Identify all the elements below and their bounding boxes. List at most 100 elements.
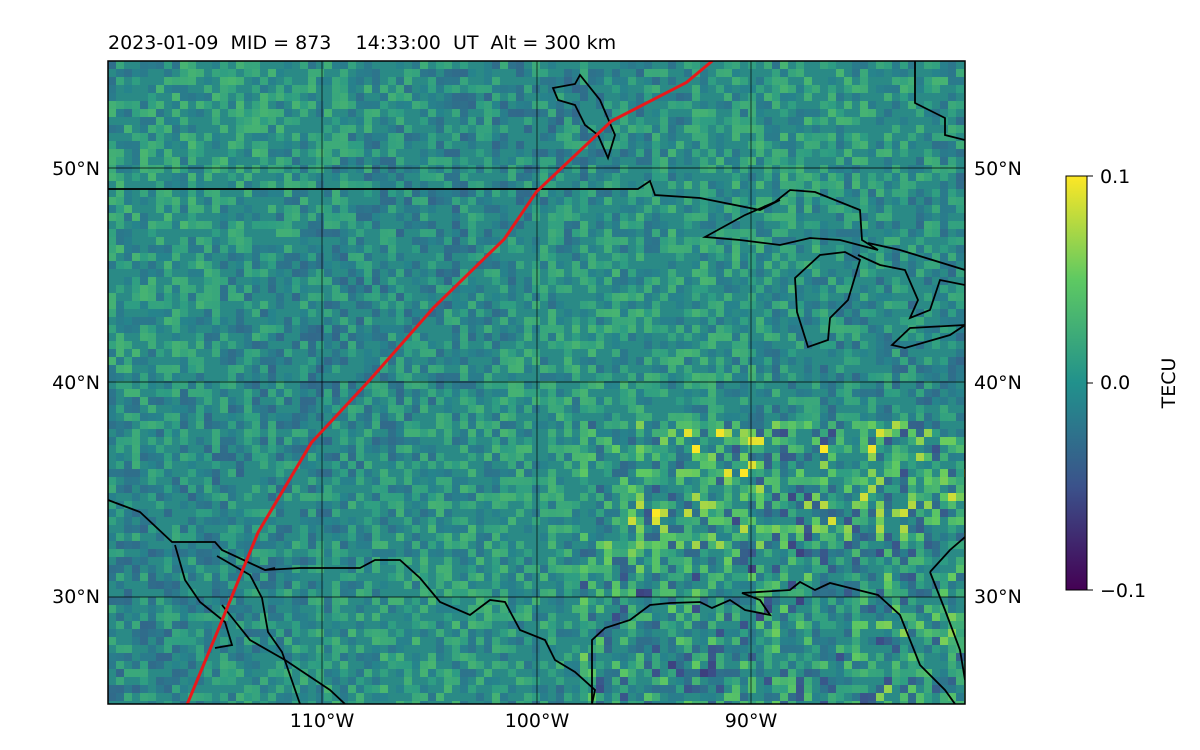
- tec-cell: [212, 141, 220, 149]
- tec-cell: [444, 165, 452, 173]
- tec-cell: [580, 573, 588, 581]
- tec-cell: [812, 301, 820, 309]
- tec-cell: [292, 485, 300, 493]
- tec-cell: [364, 213, 372, 221]
- tec-cell: [580, 93, 588, 101]
- tec-cell: [436, 149, 444, 157]
- tec-cell: [492, 573, 500, 581]
- tec-cell: [804, 269, 812, 277]
- tec-cell: [612, 125, 620, 133]
- tec-cell: [428, 109, 436, 117]
- tec-cell: [132, 437, 140, 445]
- tec-cell: [908, 389, 916, 397]
- tec-cell: [444, 461, 452, 469]
- tec-cell: [164, 213, 172, 221]
- tec-cell: [740, 397, 748, 405]
- tec-cell: [948, 189, 956, 197]
- tec-cell: [876, 605, 884, 613]
- tec-cell: [428, 77, 436, 85]
- tec-cell: [300, 301, 308, 309]
- tec-cell: [748, 581, 756, 589]
- tec-cell: [876, 389, 884, 397]
- tec-cell: [916, 565, 924, 573]
- tec-cell: [316, 517, 324, 525]
- tec-cell: [468, 85, 476, 93]
- tec-cell: [876, 509, 884, 517]
- tec-cell: [812, 413, 820, 421]
- tec-cell: [636, 541, 644, 549]
- tec-cell: [404, 189, 412, 197]
- tec-cell: [700, 597, 708, 605]
- tec-cell: [604, 461, 612, 469]
- tec-cell: [268, 165, 276, 173]
- tec-cell: [644, 357, 652, 365]
- tec-cell: [500, 181, 508, 189]
- tec-cell: [724, 213, 732, 221]
- tec-cell: [484, 605, 492, 613]
- tec-cell: [732, 173, 740, 181]
- tec-cell: [284, 221, 292, 229]
- tec-cell: [756, 565, 764, 573]
- tec-cell: [196, 453, 204, 461]
- tec-cell: [108, 517, 116, 525]
- tec-cell: [340, 261, 348, 269]
- tec-cell: [852, 437, 860, 445]
- tec-cell: [388, 93, 396, 101]
- tec-cell: [284, 613, 292, 621]
- tec-cell: [924, 557, 932, 565]
- tec-cell: [620, 61, 628, 69]
- tec-cell: [308, 381, 316, 389]
- tec-cell: [908, 565, 916, 573]
- tec-cell: [692, 453, 700, 461]
- tec-cell: [556, 261, 564, 269]
- tec-cell: [164, 141, 172, 149]
- tec-cell: [244, 357, 252, 365]
- tec-cell: [596, 237, 604, 245]
- tec-cell: [660, 501, 668, 509]
- tec-cell: [804, 597, 812, 605]
- tec-cell: [860, 261, 868, 269]
- tec-cell: [308, 405, 316, 413]
- tec-cell: [396, 453, 404, 461]
- tec-cell: [948, 445, 956, 453]
- tec-cell: [476, 261, 484, 269]
- tec-cell: [380, 413, 388, 421]
- tec-cell: [564, 373, 572, 381]
- tec-cell: [860, 229, 868, 237]
- tec-cell: [644, 445, 652, 453]
- tec-cell: [708, 381, 716, 389]
- tec-cell: [364, 221, 372, 229]
- tec-cell: [124, 469, 132, 477]
- tec-cell: [396, 381, 404, 389]
- tec-cell: [780, 133, 788, 141]
- tec-cell: [924, 445, 932, 453]
- tec-cell: [492, 397, 500, 405]
- tec-cell: [956, 221, 964, 229]
- tec-cell: [548, 85, 556, 93]
- tec-cell: [620, 189, 628, 197]
- tec-cell: [852, 557, 860, 565]
- tec-cell: [236, 133, 244, 141]
- tec-cell: [188, 549, 196, 557]
- tec-cell: [220, 61, 228, 69]
- tec-cell: [372, 165, 380, 173]
- tec-cell: [524, 381, 532, 389]
- tec-cell: [356, 613, 364, 621]
- tec-cell: [492, 565, 500, 573]
- tec-cell: [428, 285, 436, 293]
- tec-cell: [596, 453, 604, 461]
- tec-cell: [420, 117, 428, 125]
- tec-cell: [764, 517, 772, 525]
- tec-cell: [956, 269, 964, 277]
- tec-cell: [148, 373, 156, 381]
- tec-cell: [204, 93, 212, 101]
- tec-cell: [876, 533, 884, 541]
- tec-cell: [324, 261, 332, 269]
- tec-cell: [220, 101, 228, 109]
- tec-cell: [348, 205, 356, 213]
- tec-cell: [140, 189, 148, 197]
- tec-cell: [716, 125, 724, 133]
- tec-cell: [956, 229, 964, 237]
- tec-cell: [588, 229, 596, 237]
- tec-cell: [836, 565, 844, 573]
